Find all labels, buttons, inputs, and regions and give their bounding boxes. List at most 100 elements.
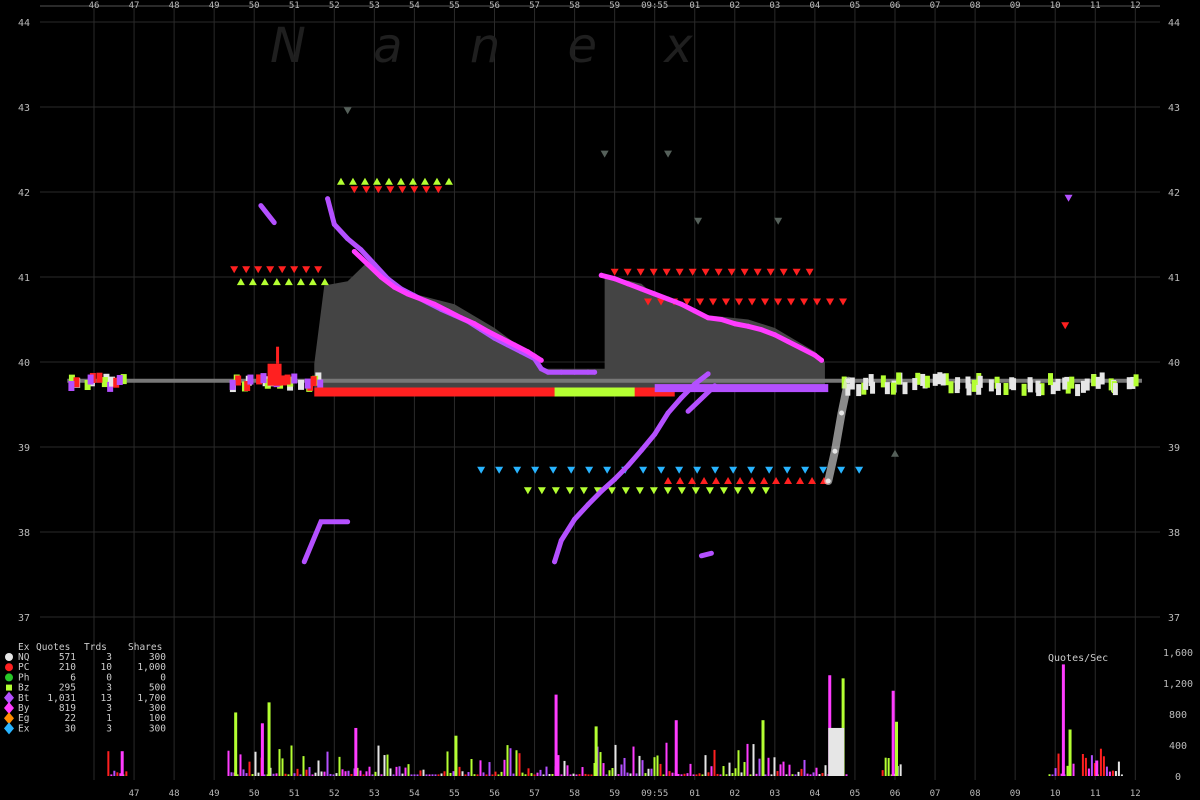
quote-triangle xyxy=(891,449,899,457)
series-point xyxy=(718,317,724,322)
rate-bar-bg xyxy=(803,759,806,776)
rate-bar-bg xyxy=(350,773,353,776)
quote-triangle xyxy=(513,466,522,474)
quote-triangle xyxy=(236,278,245,286)
rate-bar-bg xyxy=(569,774,572,776)
rate-bar-bg xyxy=(410,774,413,776)
quote-triangle xyxy=(760,477,769,484)
series-point xyxy=(832,448,838,454)
quote-triangle xyxy=(551,487,560,495)
quote-triangle xyxy=(434,186,443,194)
quote-mark xyxy=(280,375,287,386)
legend-header: Shares xyxy=(128,642,162,653)
top-x-tick: 07 xyxy=(930,1,941,11)
series-point xyxy=(512,342,518,348)
quote-triangle xyxy=(567,466,576,474)
rate-bar-bg xyxy=(416,774,419,776)
top-x-tick: 58 xyxy=(569,1,580,11)
rate-bar-bg xyxy=(503,759,506,776)
top-x-axis: 46 47 48 49 50 51 52 53 54 55 56 57 58 59 09:55 01 02 03 0… xyxy=(89,1,1141,11)
quotes-per-sec-title: Quotes/Sec xyxy=(1048,653,1108,664)
rate-bar xyxy=(1061,664,1065,776)
quote-mark xyxy=(849,377,855,390)
quote-triangle xyxy=(787,298,796,306)
series-point xyxy=(678,395,684,401)
quote-triangle xyxy=(714,268,723,276)
rate-bar-bg xyxy=(476,774,479,776)
quote-triangle xyxy=(711,466,720,474)
quote-triangle xyxy=(350,186,359,194)
quote-triangle xyxy=(747,466,756,474)
series-line xyxy=(824,376,853,485)
rate-bar xyxy=(354,727,358,776)
rate-bar-bg xyxy=(509,748,512,776)
quote-triangle xyxy=(748,477,757,484)
quote-triangle xyxy=(336,177,345,185)
rate-bar-bg xyxy=(401,773,404,776)
quote-triangle xyxy=(772,477,781,484)
top-x-tick: 02 xyxy=(729,1,740,11)
quote-triangle xyxy=(410,186,419,194)
quote-mark xyxy=(317,379,324,390)
rate-bar-bg xyxy=(587,774,590,776)
rate-bar-bg xyxy=(1090,755,1093,776)
rate-bar-bg xyxy=(551,773,554,776)
quote-triangle xyxy=(579,487,588,495)
rate-bar-bg xyxy=(515,750,518,776)
legend-ex: By xyxy=(18,703,30,714)
quote-triangle xyxy=(796,477,805,484)
quote-mark xyxy=(260,373,267,384)
quote-mark xyxy=(884,382,890,395)
rate-bar-bg xyxy=(611,768,614,776)
legend-quotes: 571 xyxy=(59,652,76,663)
rate-bar-bg xyxy=(491,774,494,776)
rate-bar-bg xyxy=(734,768,737,776)
rate-bar-bg xyxy=(590,774,593,776)
y-tick-left: 42 xyxy=(18,188,30,199)
legend-header: Ex xyxy=(18,642,30,653)
top-x-tick: 49 xyxy=(209,1,220,11)
quote-triangle xyxy=(736,477,745,484)
rate-bar-bg xyxy=(458,766,461,776)
quote-mark xyxy=(1080,380,1086,393)
rate-bar-bg xyxy=(263,774,266,776)
series-point xyxy=(812,352,818,358)
rate-bar-bg xyxy=(332,774,335,776)
series-point xyxy=(471,321,477,327)
top-x-tick: 12 xyxy=(1130,1,1141,11)
quote-triangle xyxy=(733,487,742,495)
quote-triangle xyxy=(727,268,736,276)
series-fragment xyxy=(685,383,718,414)
quote-triangle xyxy=(700,477,709,484)
quote-triangle xyxy=(765,466,774,474)
rate-bar xyxy=(554,694,558,776)
quote-triangle xyxy=(636,268,645,276)
quote-triangle xyxy=(735,298,744,306)
quote-mark xyxy=(109,376,116,387)
quote-mark xyxy=(284,374,291,385)
legend-ex: Ex xyxy=(18,723,30,734)
series-point xyxy=(572,516,578,522)
legend-trades: 1 xyxy=(106,713,112,724)
quote-mark xyxy=(1112,383,1118,396)
rate-bar-bg xyxy=(227,750,230,776)
top-x-tick: 05 xyxy=(850,1,861,11)
rate-bar xyxy=(594,726,598,776)
top-x-tick: 50 xyxy=(249,1,260,11)
bottom-x-tick: 59 xyxy=(609,789,620,799)
y-tick-right: 44 xyxy=(1168,18,1180,29)
rate-bar-bg xyxy=(449,772,452,776)
rate-bar-bg xyxy=(281,758,284,776)
top-x-tick: 11 xyxy=(1090,1,1101,11)
rate-y-tick: 1,200 xyxy=(1163,679,1193,690)
bottom-x-tick: 11 xyxy=(1090,789,1101,799)
rate-bar-bg xyxy=(284,773,287,776)
rate-y-tick: 0 xyxy=(1175,772,1181,783)
series-point xyxy=(572,369,578,375)
bottom-x-tick: 56 xyxy=(489,789,500,799)
rate-bar-bg xyxy=(629,773,632,776)
legend-swatch xyxy=(4,722,14,735)
rate-bar xyxy=(267,702,271,776)
series-point xyxy=(525,349,531,355)
